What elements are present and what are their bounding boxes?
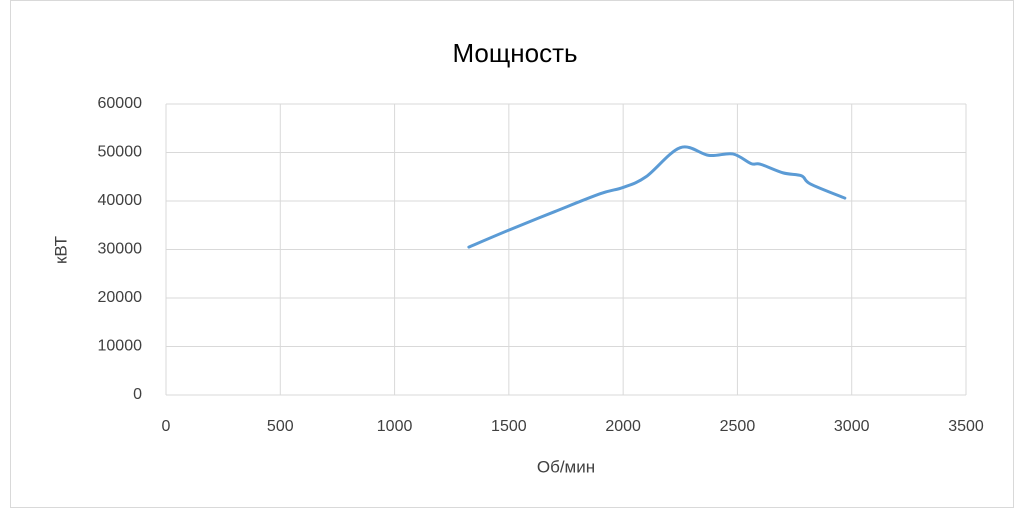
y-tick-label: 50000 xyxy=(98,144,143,161)
x-tick-label: 500 xyxy=(267,418,294,435)
x-tick-label: 3000 xyxy=(834,418,870,435)
x-tick-label: 3500 xyxy=(948,418,984,435)
y-tick-label: 10000 xyxy=(98,338,143,355)
y-tick-label: 0 xyxy=(133,386,142,403)
x-tick-label: 1000 xyxy=(377,418,413,435)
y-tick-label: 30000 xyxy=(98,241,143,258)
chart-title: Мощность xyxy=(452,38,577,68)
y-tick-label: 40000 xyxy=(98,192,143,209)
x-tick-label: 2500 xyxy=(720,418,756,435)
y-tick-label: 20000 xyxy=(98,289,143,306)
chart-border xyxy=(10,0,1014,508)
line-series xyxy=(467,145,847,249)
x-tick-label: 1500 xyxy=(491,418,527,435)
x-axis-label: Об/мин xyxy=(537,457,595,476)
y-tick-label: 60000 xyxy=(98,95,143,112)
x-tick-label: 0 xyxy=(162,418,171,435)
y-axis-label: кВТ xyxy=(51,236,70,264)
x-tick-label: 2000 xyxy=(605,418,641,435)
